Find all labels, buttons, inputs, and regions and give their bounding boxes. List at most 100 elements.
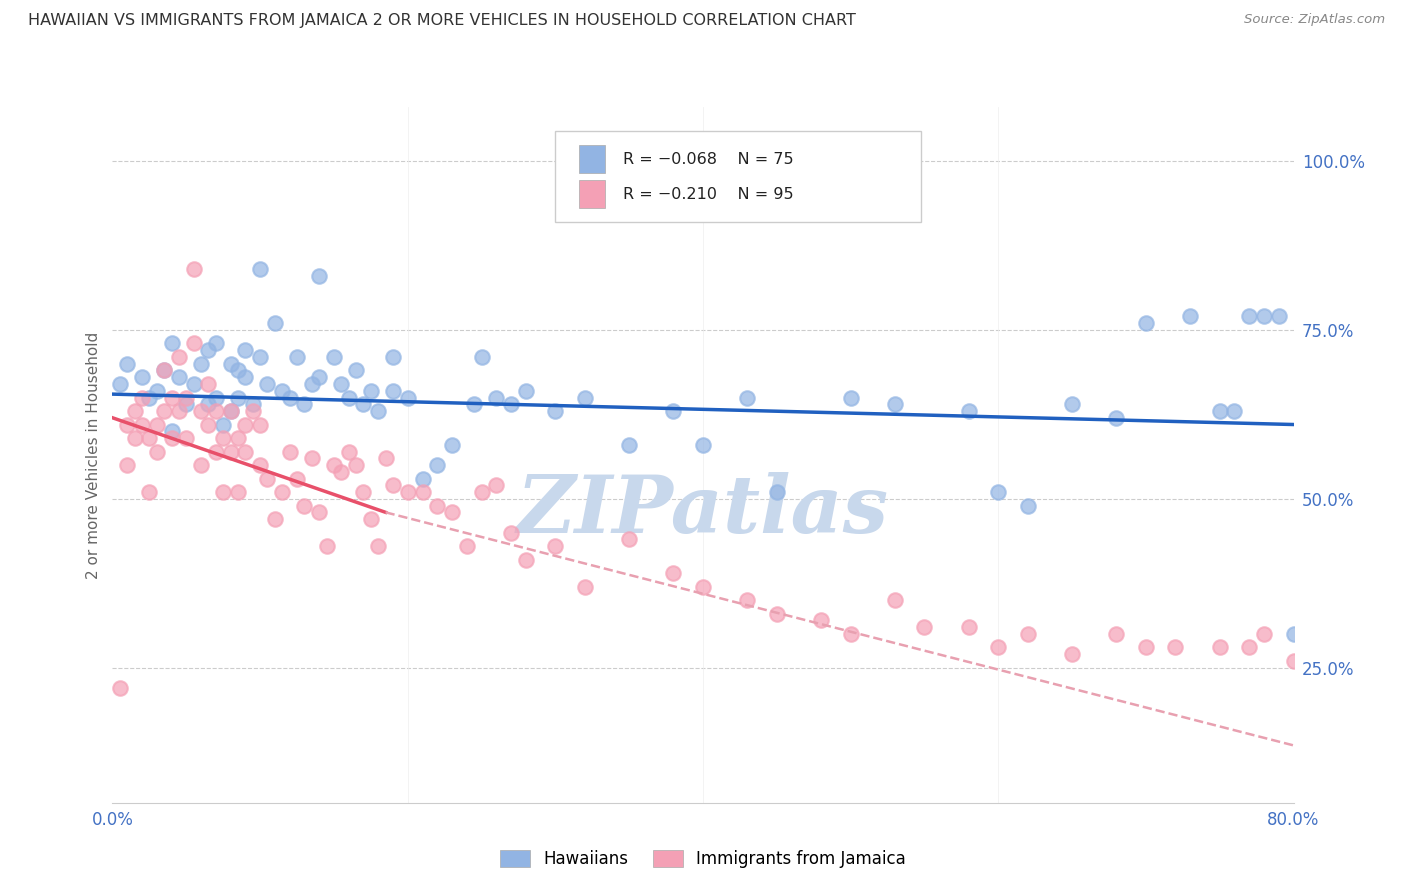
Point <box>515 552 537 566</box>
Point <box>219 357 242 371</box>
Point <box>233 343 256 358</box>
FancyBboxPatch shape <box>555 131 921 222</box>
Point <box>1105 410 1128 425</box>
Point <box>367 404 389 418</box>
Point <box>1400 647 1406 661</box>
Point <box>987 485 1010 500</box>
Point <box>957 620 980 634</box>
Point <box>839 627 862 641</box>
Point <box>810 614 832 628</box>
Point <box>315 539 337 553</box>
FancyBboxPatch shape <box>579 145 605 173</box>
Point <box>124 404 146 418</box>
Point <box>411 472 433 486</box>
Point <box>212 431 235 445</box>
Point <box>308 370 330 384</box>
Point <box>242 397 264 411</box>
Point <box>190 458 212 472</box>
Point <box>256 472 278 486</box>
Point <box>1239 640 1261 655</box>
Point <box>914 620 936 634</box>
Point <box>153 363 176 377</box>
Point <box>485 478 508 492</box>
Point <box>456 539 478 553</box>
Point <box>146 384 169 398</box>
Point <box>264 316 287 330</box>
Point <box>308 268 330 283</box>
Point <box>839 391 862 405</box>
Point <box>987 640 1010 655</box>
Point <box>249 417 271 432</box>
Point <box>574 391 596 405</box>
Point <box>1062 647 1084 661</box>
Point <box>205 336 228 351</box>
Point <box>337 391 360 405</box>
Point <box>352 485 374 500</box>
Point <box>1312 647 1334 661</box>
Y-axis label: 2 or more Vehicles in Household: 2 or more Vehicles in Household <box>86 331 101 579</box>
Point <box>1164 640 1187 655</box>
Point <box>183 376 205 391</box>
Point <box>1282 627 1305 641</box>
Point <box>205 444 228 458</box>
Point <box>197 397 219 411</box>
Point <box>219 444 242 458</box>
Point <box>249 458 271 472</box>
Point <box>174 431 197 445</box>
Point <box>619 438 641 452</box>
Point <box>501 525 523 540</box>
Point <box>337 444 360 458</box>
Point <box>308 505 330 519</box>
Point <box>692 438 714 452</box>
Point <box>108 681 131 695</box>
Point <box>167 404 190 418</box>
Point <box>737 593 759 607</box>
Point <box>766 607 789 621</box>
Point <box>138 431 160 445</box>
Point <box>256 376 278 391</box>
Point <box>574 580 596 594</box>
Point <box>124 431 146 445</box>
Point <box>160 431 183 445</box>
Point <box>233 444 256 458</box>
Point <box>138 485 160 500</box>
Point <box>463 397 485 411</box>
FancyBboxPatch shape <box>579 180 605 208</box>
Text: Source: ZipAtlas.com: Source: ZipAtlas.com <box>1244 13 1385 27</box>
Point <box>884 593 907 607</box>
Point <box>396 391 419 405</box>
Point <box>1178 310 1201 324</box>
Point <box>957 404 980 418</box>
Point <box>352 397 374 411</box>
Point <box>153 404 176 418</box>
Point <box>470 485 494 500</box>
Point <box>131 391 153 405</box>
Point <box>501 397 523 411</box>
Legend: Hawaiians, Immigrants from Jamaica: Hawaiians, Immigrants from Jamaica <box>494 843 912 874</box>
Point <box>544 539 567 553</box>
Point <box>153 363 176 377</box>
Point <box>367 539 389 553</box>
Text: R = −0.068    N = 75: R = −0.068 N = 75 <box>623 152 793 167</box>
Point <box>1268 310 1291 324</box>
Point <box>226 485 249 500</box>
Point <box>662 404 685 418</box>
Point <box>278 444 301 458</box>
Point <box>233 417 256 432</box>
Point <box>396 485 419 500</box>
Point <box>692 580 714 594</box>
Point <box>662 566 685 581</box>
Point <box>323 350 346 364</box>
Point <box>737 391 759 405</box>
Point <box>271 485 294 500</box>
Point <box>285 472 308 486</box>
Point <box>766 485 789 500</box>
Point <box>301 376 323 391</box>
Point <box>1105 627 1128 641</box>
Point <box>131 370 153 384</box>
Text: HAWAIIAN VS IMMIGRANTS FROM JAMAICA 2 OR MORE VEHICLES IN HOUSEHOLD CORRELATION : HAWAIIAN VS IMMIGRANTS FROM JAMAICA 2 OR… <box>28 13 856 29</box>
Point <box>226 363 249 377</box>
Point <box>1135 316 1157 330</box>
Point <box>1253 627 1275 641</box>
Point <box>426 499 449 513</box>
